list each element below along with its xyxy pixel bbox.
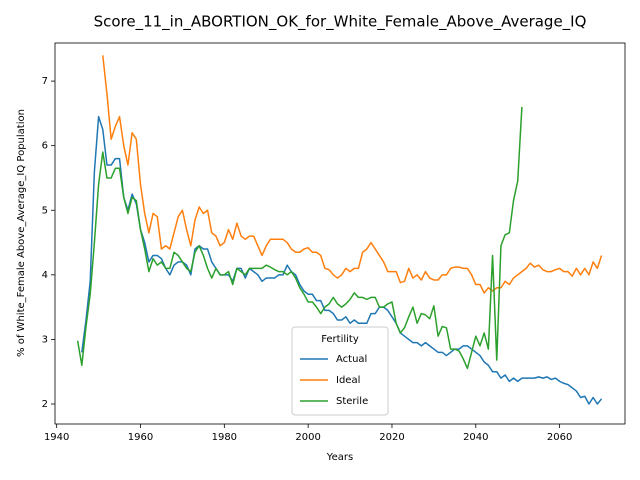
y-axis-label: % of White_Female Above_Average_IQ Popul… — [16, 109, 27, 357]
line-series — [102, 55, 603, 294]
y-tick-label: 6 — [42, 141, 48, 152]
x-tick-label: 1940 — [44, 432, 69, 443]
x-axis-label: Years — [326, 452, 353, 463]
y-tick-label: 7 — [42, 76, 48, 87]
y-tick-label: 3 — [42, 334, 48, 345]
x-tick-label: 2060 — [547, 432, 572, 443]
legend-title: Fertility — [321, 334, 359, 345]
y-tick-label: 4 — [42, 270, 48, 281]
x-tick-label: 1960 — [128, 432, 153, 443]
x-tick-label: 1980 — [212, 432, 237, 443]
x-tick-label: 2020 — [379, 432, 404, 443]
legend-label: Sterile — [336, 396, 368, 407]
legend-label: Ideal — [336, 375, 360, 386]
y-tick-label: 2 — [42, 399, 48, 410]
legend-box — [291, 326, 389, 416]
line-series — [76, 106, 523, 370]
axes-frame — [54, 42, 626, 425]
y-tick-label: 5 — [42, 205, 48, 216]
legend-label: Actual — [336, 354, 367, 365]
line-series — [81, 115, 603, 405]
x-tick-label: 2040 — [463, 432, 488, 443]
chart-title: Score_11_in_ABORTION_OK_for_White_Female… — [94, 13, 587, 32]
x-tick-label: 2000 — [295, 432, 320, 443]
